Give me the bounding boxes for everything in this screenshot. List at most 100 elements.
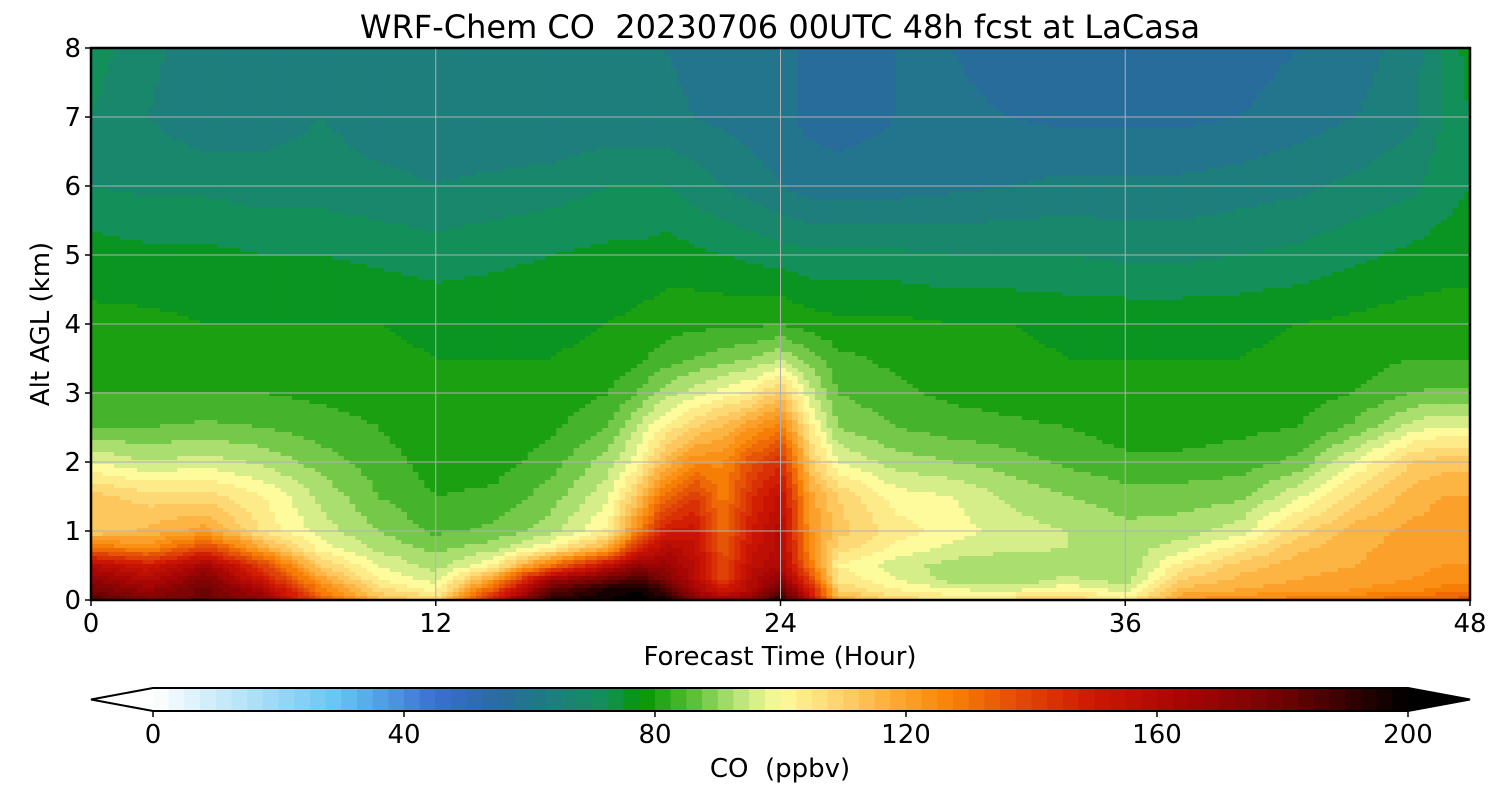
field-cell (332, 88, 339, 93)
field-cell (550, 60, 558, 65)
field-cell (1188, 48, 1195, 53)
field-cell (452, 128, 460, 133)
field-cell (389, 76, 397, 81)
field-cell (1286, 124, 1293, 129)
field-cell (188, 120, 196, 125)
field-cell (1309, 100, 1316, 105)
field-cell (297, 52, 305, 57)
field-cell (901, 64, 908, 69)
field-cell (705, 112, 713, 117)
field-cell (1360, 48, 1368, 53)
field-cell (228, 56, 236, 61)
field-cell (1027, 60, 1034, 65)
field-cell (677, 76, 684, 81)
field-cell (728, 104, 736, 109)
field-cell (1159, 112, 1167, 117)
field-cell (723, 124, 730, 129)
field-cell (320, 48, 328, 53)
field-cell (343, 116, 351, 121)
field-cell (510, 116, 517, 121)
field-cell (136, 56, 144, 61)
field-cell (958, 84, 965, 89)
field-cell (349, 60, 356, 65)
field-cell (843, 92, 851, 97)
field-cell (596, 76, 603, 81)
field-cell (659, 68, 667, 73)
field-cell (1113, 128, 1121, 133)
field-cell (125, 100, 132, 105)
field-cell (1458, 60, 1465, 65)
field-cell (1280, 88, 1287, 93)
field-cell (510, 124, 517, 129)
field-cell (757, 56, 764, 61)
field-cell (613, 48, 621, 53)
field-cell (1085, 80, 1092, 85)
field-cell (349, 96, 356, 101)
field-cell (493, 128, 500, 133)
field-cell (338, 100, 345, 105)
field-cell (1240, 72, 1247, 77)
field-cell (493, 96, 500, 101)
field-cell (1056, 104, 1063, 109)
field-cell (1447, 108, 1454, 113)
field-cell (924, 68, 931, 73)
field-cell (958, 112, 965, 117)
field-cell (470, 120, 477, 125)
field-cell (1395, 104, 1402, 109)
field-cell (1297, 124, 1304, 129)
field-cell (1337, 56, 1345, 61)
field-cell (769, 104, 776, 109)
field-cell (269, 100, 276, 105)
field-cell (435, 104, 443, 109)
field-cell (1401, 124, 1408, 129)
field-cell (338, 128, 345, 133)
field-cell (412, 72, 420, 77)
field-cell (1176, 108, 1184, 113)
field-cell (993, 80, 1000, 85)
field-cell (1245, 80, 1253, 85)
field-cell (516, 76, 523, 81)
field-cell (814, 92, 822, 97)
field-cell (355, 128, 362, 133)
field-cell (901, 52, 908, 57)
field-cell (958, 52, 965, 57)
field-cell (539, 100, 546, 105)
field-cell (320, 128, 328, 133)
field-cell (866, 76, 874, 81)
field-cell (746, 92, 753, 97)
field-cell (1458, 104, 1465, 109)
field-cell (1268, 112, 1276, 117)
field-cell (1378, 56, 1385, 61)
field-cell (384, 124, 391, 129)
field-cell (952, 64, 960, 69)
field-cell (590, 108, 598, 113)
field-cell (1355, 84, 1362, 89)
field-cell (527, 96, 535, 101)
field-cell (292, 112, 299, 117)
field-cell (567, 108, 575, 113)
field-cell (619, 60, 626, 65)
field-cell (182, 120, 190, 125)
field-cell (297, 124, 305, 129)
field-cell (1182, 120, 1190, 125)
field-cell (1194, 128, 1201, 133)
field-cell (194, 104, 201, 109)
field-cell (1464, 60, 1470, 65)
field-cell (763, 116, 770, 121)
field-cell (516, 112, 523, 117)
field-cell (596, 80, 603, 85)
field-cell (952, 96, 960, 101)
field-cell (728, 92, 736, 97)
field-cell (447, 60, 454, 65)
field-cell (1326, 88, 1333, 93)
field-cell (493, 92, 500, 97)
field-cell (315, 124, 322, 129)
field-cell (343, 72, 351, 77)
field-cell (1406, 92, 1414, 97)
field-cell (849, 104, 856, 109)
field-cell (1079, 96, 1086, 101)
field-cell (286, 52, 293, 57)
field-cell (516, 116, 523, 121)
field-cell (901, 120, 908, 125)
field-cell (935, 104, 942, 109)
